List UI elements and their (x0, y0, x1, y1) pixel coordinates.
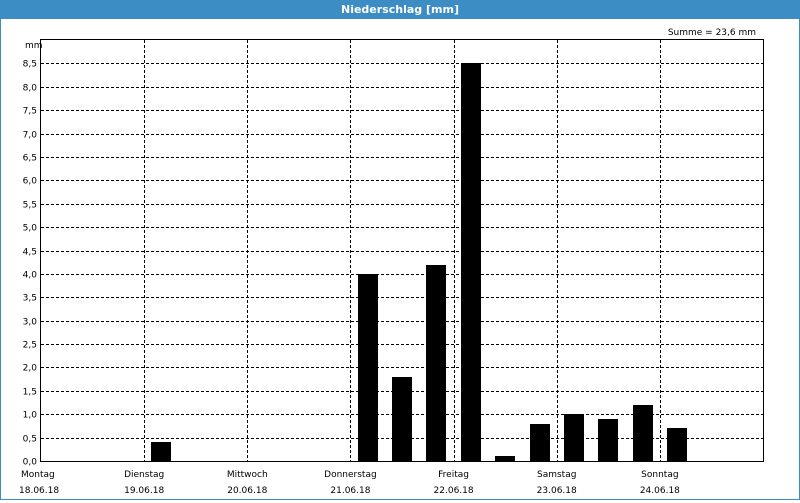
x-tick-day-name: Montag (21, 470, 55, 480)
bar (358, 274, 378, 461)
y-tick-label: 2,0 (23, 364, 38, 374)
plot-frame (40, 39, 764, 462)
y-axis-unit-label: mm (25, 41, 43, 51)
y-tick-label: 1,5 (23, 388, 37, 398)
x-tick-date: 19.06.18 (124, 486, 164, 496)
bar (426, 265, 446, 461)
y-tick-label: 8,0 (23, 84, 38, 94)
y-tick-label: 4,5 (23, 248, 37, 258)
y-tick-label: 3,5 (23, 294, 37, 304)
bar (633, 405, 653, 461)
bar (495, 456, 515, 461)
bar (530, 424, 550, 461)
bar (151, 442, 171, 461)
y-tick-label: 2,5 (23, 341, 37, 351)
window-title: Niederschlag [mm] (1, 1, 799, 19)
y-tick-label: 0,5 (23, 435, 37, 445)
x-tick-day-name: Donnerstag (324, 470, 377, 480)
x-tick-day-name: Freitag (438, 470, 469, 480)
bar (392, 377, 412, 461)
y-tick-label: 6,5 (23, 154, 37, 164)
y-tick-label: 6,0 (23, 177, 38, 187)
sum-label: Summe = 23,6 mm (668, 28, 756, 38)
chart-area: 0,0 0,5 1,0 1,5 2,0 2,5 3,0 3,5 4,0 4,5 5,0 5,5 6,0 6… (1, 19, 799, 499)
y-tick-label: 7,5 (23, 107, 37, 117)
bar (564, 414, 584, 461)
x-tick-date: 18.06.18 (19, 486, 59, 496)
x-tick-date: 23.06.18 (537, 486, 577, 496)
y-tick-label: 8,5 (23, 60, 37, 70)
x-tick-day-name: Samstag (537, 470, 576, 480)
x-tick-date: 24.06.18 (640, 486, 680, 496)
y-tick-label: 5,0 (23, 224, 38, 234)
y-tick-label: 4,0 (23, 271, 38, 281)
bar (598, 419, 618, 461)
y-tick-label: 1,0 (23, 411, 38, 421)
y-tick-label: 3,0 (23, 318, 38, 328)
grid-layer (41, 40, 763, 461)
y-tick-label: 7,0 (23, 131, 38, 141)
y-tick-label: 5,5 (23, 201, 37, 211)
y-tick-labels: 0,0 0,5 1,0 1,5 2,0 2,5 3,0 3,5 4,0 4,5 5,0 5,5 6,0 6… (23, 60, 38, 468)
y-tick-label: 0,0 (23, 458, 38, 468)
bar-layer (151, 63, 687, 461)
x-tick-day-name: Dienstag (124, 470, 164, 480)
x-tick-date: 22.06.18 (434, 486, 474, 496)
precipitation-chart: 0,0 0,5 1,0 1,5 2,0 2,5 3,0 3,5 4,0 4,5 5,0 5,5 6,0 6… (19, 28, 764, 496)
bar (667, 428, 687, 461)
x-tick-day-name: Sonntag (641, 470, 678, 480)
x-tick-labels: Montag 18.06.18 Dienstag 19.06.18 Mittwoch 20… (19, 470, 680, 496)
x-tick-date: 20.06.18 (227, 486, 267, 496)
x-tick-day-name: Mittwoch (227, 470, 268, 480)
x-tick-date: 21.06.18 (330, 486, 370, 496)
bar (461, 63, 481, 461)
